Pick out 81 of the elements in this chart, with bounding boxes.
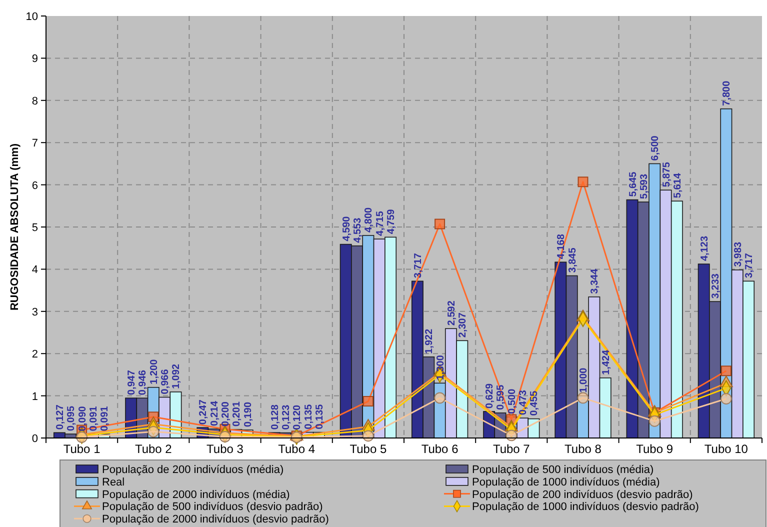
data-label: 0,200 bbox=[220, 401, 232, 427]
data-label: 7,800 bbox=[722, 80, 733, 106]
data-label: 3,344 bbox=[590, 268, 601, 294]
data-label: 0,946 bbox=[138, 370, 149, 396]
y-tick-label: 1 bbox=[32, 390, 38, 403]
data-label: 5,593 bbox=[638, 174, 650, 199]
y-tick-label: 3 bbox=[32, 306, 38, 318]
data-label: 1,300 bbox=[435, 354, 446, 380]
legend-label: População de 1000 indivíduos (média) bbox=[472, 476, 660, 488]
data-label: 0,455 bbox=[529, 390, 540, 416]
data-label: 0,135 bbox=[314, 404, 326, 430]
legend-label: População de 1000 indivíduos (desvio padrão) bbox=[472, 501, 699, 514]
data-label: 0,966 bbox=[160, 368, 172, 394]
data-label: 3,717 bbox=[744, 252, 756, 278]
data-label: 0,214 bbox=[209, 400, 220, 426]
y-tick-label: 4 bbox=[32, 264, 38, 276]
x-tick-label: Tubo 10 bbox=[704, 442, 748, 456]
x-tick-label: Tubo 3 bbox=[206, 442, 244, 456]
data-label: 0,090 bbox=[77, 406, 88, 432]
x-tick-label: Tubo 6 bbox=[421, 442, 459, 456]
legend-label: Real bbox=[102, 476, 125, 488]
data-label: 2,307 bbox=[458, 312, 469, 338]
data-label: 4,715 bbox=[374, 210, 386, 236]
y-tick-label: 6 bbox=[32, 180, 38, 192]
y-tick-label: 7 bbox=[32, 138, 38, 150]
data-label: 0,947 bbox=[126, 370, 138, 396]
data-label: 0,473 bbox=[518, 390, 530, 416]
data-label: 0,128 bbox=[270, 404, 281, 430]
data-label: 1,424 bbox=[600, 349, 612, 375]
data-label: 0,629 bbox=[484, 382, 496, 408]
data-label: 0,123 bbox=[280, 404, 292, 430]
data-label: 4,123 bbox=[699, 236, 710, 262]
data-label: 3,845 bbox=[567, 247, 578, 273]
x-tick-label: Tubo 1 bbox=[63, 442, 101, 456]
data-label: 0,595 bbox=[496, 384, 507, 410]
data-label: 0,091 bbox=[88, 406, 100, 432]
y-tick-label: 10 bbox=[26, 11, 38, 23]
x-tick-label: Tubo 2 bbox=[134, 442, 172, 456]
data-label: 2,592 bbox=[446, 300, 458, 326]
data-label: 0,127 bbox=[54, 404, 66, 430]
y-tick-label: 2 bbox=[32, 348, 38, 361]
legend-label: População de 500 indivíduos (desvio padrão) bbox=[102, 501, 323, 514]
data-label: 6,500 bbox=[650, 135, 662, 161]
y-tick-label: 8 bbox=[32, 95, 38, 108]
data-label: 4,800 bbox=[364, 206, 375, 232]
data-label: 0,095 bbox=[66, 406, 78, 431]
data-label: 1,092 bbox=[171, 363, 182, 389]
data-label: 1,000 bbox=[578, 367, 590, 393]
x-tick-label: Tubo 8 bbox=[564, 442, 602, 456]
data-label: 5,645 bbox=[628, 171, 639, 197]
y-tick-label: 9 bbox=[32, 53, 38, 66]
x-tick-label: Tubo 9 bbox=[636, 442, 674, 456]
x-tick-label: Tubo 4 bbox=[278, 442, 316, 456]
y-tick-label: 5 bbox=[32, 222, 38, 234]
legend-label: População de 500 indivíduos (média) bbox=[472, 464, 654, 476]
data-label: 4,553 bbox=[352, 217, 364, 243]
y-tick-label: 0 bbox=[32, 433, 38, 445]
data-label: 1,922 bbox=[424, 328, 436, 354]
legend-label: População de 2000 indivíduos (média) bbox=[102, 488, 290, 501]
x-tick-label: Tubo 7 bbox=[492, 442, 530, 456]
legend-label: População de 2000 indivíduos (desvio padrão) bbox=[102, 514, 329, 526]
data-label: 4,759 bbox=[386, 208, 398, 234]
data-label: 0,190 bbox=[242, 402, 254, 427]
data-label: 0,120 bbox=[292, 404, 304, 430]
data-label: 0,500 bbox=[506, 388, 518, 414]
y-axis-title: RUGOSIDADE ABSOLUTA (mm) bbox=[9, 143, 21, 311]
data-label: 4,168 bbox=[556, 234, 568, 260]
data-label: 3,983 bbox=[732, 241, 744, 267]
data-label: 1,200 bbox=[148, 358, 160, 384]
data-label: 0,201 bbox=[232, 401, 243, 427]
legend-label: População de 200 indivíduos (média) bbox=[102, 464, 284, 476]
data-label: 5,875 bbox=[661, 162, 672, 188]
data-label: 3,717 bbox=[412, 252, 424, 278]
x-tick-label: Tubo 5 bbox=[350, 442, 387, 456]
data-label: 3,233 bbox=[710, 273, 722, 299]
data-label: 0,135 bbox=[303, 404, 314, 430]
data-label: 0,247 bbox=[198, 399, 210, 425]
data-label: 4,590 bbox=[341, 216, 352, 242]
data-label: 0,091 bbox=[100, 406, 111, 432]
data-label: 5,614 bbox=[672, 172, 684, 198]
legend-label: População de 200 indivíduos (desvio padrão) bbox=[472, 488, 693, 501]
